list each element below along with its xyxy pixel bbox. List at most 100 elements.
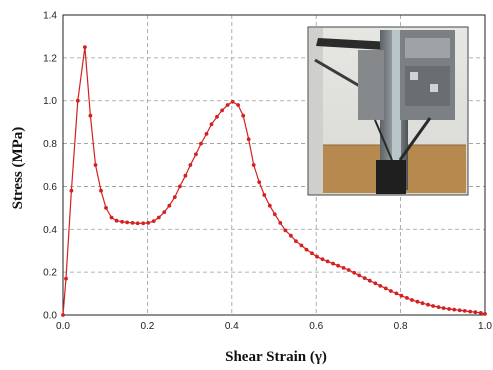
data-point [426, 302, 430, 307]
data-point [199, 141, 203, 146]
data-point [272, 212, 277, 217]
data-point [283, 228, 288, 233]
data-point [394, 291, 399, 296]
y-axis-label: Stress (MPa) [10, 127, 26, 210]
data-point [220, 108, 225, 113]
data-point [241, 113, 246, 118]
data-point [473, 310, 478, 315]
data-point [420, 301, 425, 306]
plot-frame [62, 14, 486, 316]
data-point [310, 251, 314, 256]
data-point [452, 307, 457, 312]
data-point [146, 221, 151, 225]
data-point [104, 206, 108, 210]
data-point [230, 99, 235, 104]
data-point [362, 276, 367, 280]
y-tick-label: 0.4 [43, 225, 57, 236]
data-point [457, 308, 462, 313]
data-point [278, 221, 283, 225]
data-point [88, 113, 93, 118]
data-point [320, 257, 325, 262]
data-point [346, 268, 351, 272]
data-point [299, 243, 304, 248]
data-point [478, 311, 483, 315]
data-point [246, 137, 251, 142]
data-point [215, 114, 219, 119]
x-axis-label: Shear Strain (γ) [225, 349, 327, 365]
data-point [441, 306, 446, 310]
data-point [64, 276, 68, 281]
data-point [135, 221, 140, 226]
data-point [483, 312, 487, 316]
data-point [178, 184, 182, 189]
data-point [99, 188, 103, 193]
data-point [341, 266, 346, 270]
y-tick-label: 1.2 [43, 53, 57, 64]
data-point [83, 45, 87, 49]
data-point [378, 284, 383, 288]
data-point [315, 254, 319, 259]
data-point [331, 261, 335, 266]
data-point [399, 293, 404, 298]
y-axis-ticks: 0.0 0.2 0.4 0.6 0.8 1.0 1.2 1.4 [43, 11, 57, 322]
data-point [262, 193, 267, 197]
y-tick-label: 0.6 [43, 182, 57, 193]
data-point [156, 215, 161, 220]
data-point [294, 239, 298, 244]
x-tick-label: 0.6 [309, 321, 323, 332]
data-point [209, 122, 214, 127]
data-point [267, 203, 272, 208]
data-point [151, 219, 156, 224]
data-point [167, 203, 172, 208]
data-point [204, 132, 209, 136]
data-point [383, 286, 388, 291]
data-point [325, 259, 330, 264]
data-point [61, 313, 65, 317]
y-tick-label: 1.0 [43, 96, 57, 107]
data-point [304, 247, 309, 252]
data-point [120, 219, 124, 224]
data-point [389, 289, 393, 293]
data-point [410, 298, 414, 302]
y-tick-label: 0.2 [43, 268, 57, 279]
data-point [415, 299, 420, 304]
data-point [69, 188, 74, 193]
data-point [352, 270, 357, 275]
x-tick-label: 0.4 [225, 321, 239, 332]
x-tick-label: 0.2 [140, 321, 154, 332]
data-point [251, 163, 256, 167]
data-point [367, 278, 372, 283]
data-point [373, 281, 378, 286]
x-tick-label: 0.0 [56, 321, 70, 332]
x-tick-label: 0.8 [394, 321, 408, 332]
data-point [130, 221, 135, 225]
y-tick-label: 0.8 [43, 139, 57, 150]
data-point [109, 215, 114, 220]
data-point [93, 163, 98, 167]
data-point [436, 305, 441, 309]
data-point [172, 195, 177, 200]
data-point [225, 103, 230, 107]
data-point [447, 307, 451, 311]
y-tick-label: 0.0 [43, 311, 57, 322]
data-point [114, 218, 119, 223]
data-point [125, 220, 129, 225]
data-point [462, 309, 467, 313]
data-point [357, 273, 362, 278]
data-point [188, 163, 193, 167]
data-point [336, 263, 340, 268]
data-point [289, 233, 293, 238]
data-point [468, 309, 473, 314]
data-point [236, 103, 241, 107]
x-axis-ticks: 0.0 0.2 0.4 0.6 0.8 1.0 [56, 321, 492, 332]
data-point [162, 210, 167, 215]
y-tick-label: 1.4 [43, 11, 57, 22]
data-point [141, 221, 146, 226]
data-point [194, 152, 198, 157]
data-point [431, 304, 435, 308]
data-point [405, 296, 409, 300]
data-point [257, 180, 262, 185]
x-tick-label: 1.0 [478, 321, 492, 332]
data-point [183, 173, 188, 178]
